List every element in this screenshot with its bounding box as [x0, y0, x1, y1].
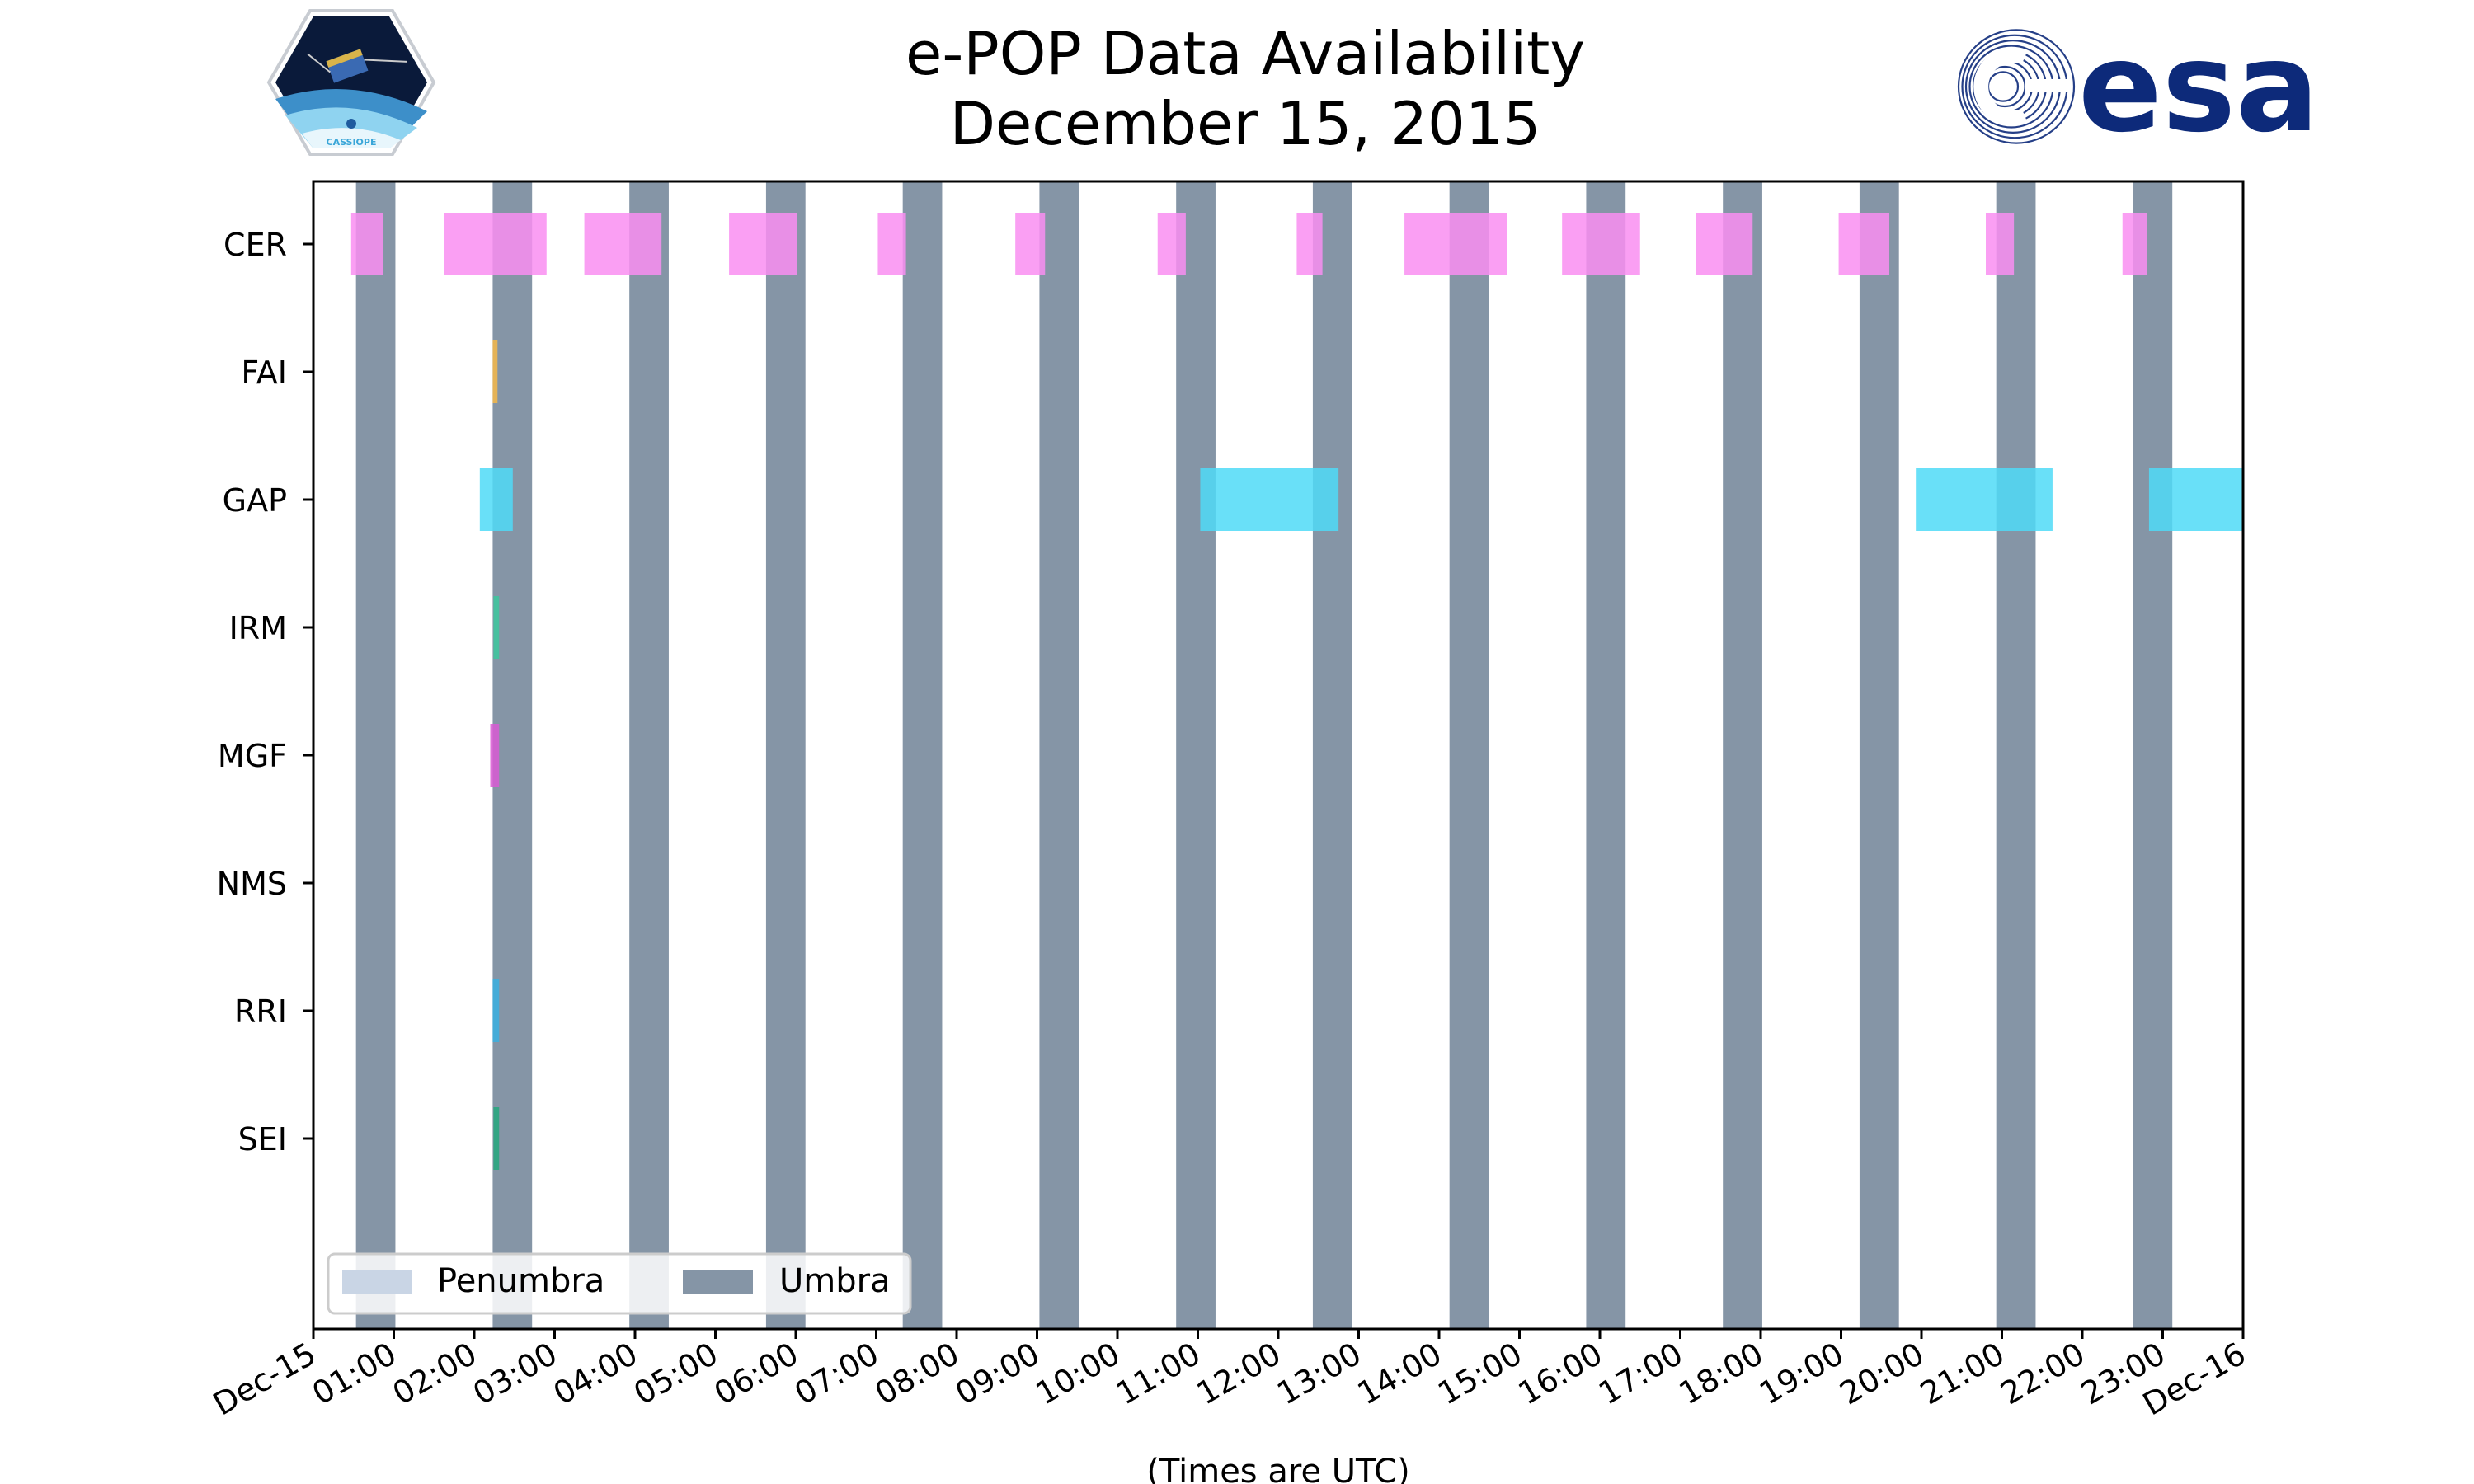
cer-interval-1	[444, 213, 547, 275]
y-tick-label-fai: FAI	[241, 355, 287, 391]
y-tick-label-rri: RRI	[234, 993, 287, 1030]
umbra-band-4	[902, 181, 943, 1329]
cassiope-logo: CASSIOPE	[266, 9, 436, 156]
esa-swirl-e-bar	[2025, 79, 2070, 92]
umbra-band-13	[2133, 181, 2173, 1329]
umbra-band-0	[355, 181, 396, 1329]
irm-interval-0	[493, 596, 500, 659]
legend-label-penumbra: Penumbra	[437, 1262, 604, 1300]
y-tick-label-mgf: MGF	[218, 738, 287, 774]
y-tick-label-irm: IRM	[229, 610, 287, 646]
umbra-band-2	[629, 181, 669, 1329]
umbra-band-5	[1039, 181, 1079, 1329]
y-tick-label-nms: NMS	[217, 866, 287, 902]
cer-interval-8	[1404, 213, 1507, 275]
rri-interval-0	[492, 979, 500, 1042]
mgf-interval-0	[490, 724, 500, 787]
umbra-band-10	[1723, 181, 1762, 1329]
legend-box	[327, 1252, 912, 1315]
umbra-band-7	[1312, 181, 1352, 1329]
cer-interval-3	[729, 213, 797, 275]
chart-title-line-1: e-POP Data Availability	[905, 19, 1585, 88]
cassiope-logo-text: CASSIOPE	[327, 137, 377, 148]
y-axis: CER FAI GAP IRM MGF NMS RRI SEI	[217, 227, 313, 1158]
gap-interval-1	[1200, 468, 1339, 531]
sei-interval-0	[493, 1107, 500, 1170]
cer-interval-5	[1015, 213, 1046, 275]
esa-swirl-e-gap	[1973, 48, 2028, 125]
cer-interval-9	[1562, 213, 1640, 275]
esa-swirl-ring-0	[1957, 29, 2076, 144]
umbra-band-9	[1586, 181, 1626, 1329]
cer-interval-0	[350, 213, 383, 275]
cer-interval-2	[584, 213, 662, 275]
fai-interval-0	[492, 340, 498, 403]
chart-title-line-2: December 15, 2015	[950, 89, 1541, 158]
legend-label-umbra: Umbra	[779, 1262, 891, 1300]
plot-area	[312, 180, 2245, 1331]
cer-interval-7	[1296, 213, 1323, 275]
y-tick-label-gap: GAP	[223, 482, 287, 519]
umbra-band-12	[1996, 181, 2036, 1329]
cer-interval-10	[1696, 213, 1753, 275]
umbra-band-8	[1449, 181, 1489, 1329]
esa-swirl-mark	[1957, 29, 2076, 144]
gap-interval-2	[1916, 468, 2053, 531]
cer-interval-13	[2122, 213, 2147, 275]
cer-interval-12	[1986, 213, 2015, 275]
plot-background	[313, 181, 2243, 1329]
cer-interval-6	[1157, 213, 1186, 275]
y-tick-label-cer: CER	[223, 227, 287, 263]
y-tick-label-sei: SEI	[238, 1121, 287, 1158]
umbra-band-1	[492, 181, 533, 1329]
umbra-band-3	[765, 181, 806, 1329]
cer-interval-11	[1838, 213, 1889, 275]
legend-swatch-umbra	[683, 1270, 753, 1294]
legend-swatch-penumbra	[342, 1270, 412, 1294]
umbra-band-6	[1176, 181, 1216, 1329]
legend[interactable]: Penumbra Umbra	[327, 1252, 912, 1315]
esa-logo: esa	[1957, 16, 2319, 160]
esa-logo-text: esa	[2078, 16, 2319, 160]
umbra-layer	[355, 181, 2173, 1329]
gap-interval-0	[479, 468, 513, 531]
umbra-band-11	[1859, 181, 1899, 1329]
cer-interval-4	[877, 213, 906, 275]
x-axis-label: (Times are UTC)	[1146, 1453, 1409, 1484]
series-layer	[350, 213, 2243, 1170]
gap-interval-3	[2148, 468, 2243, 531]
